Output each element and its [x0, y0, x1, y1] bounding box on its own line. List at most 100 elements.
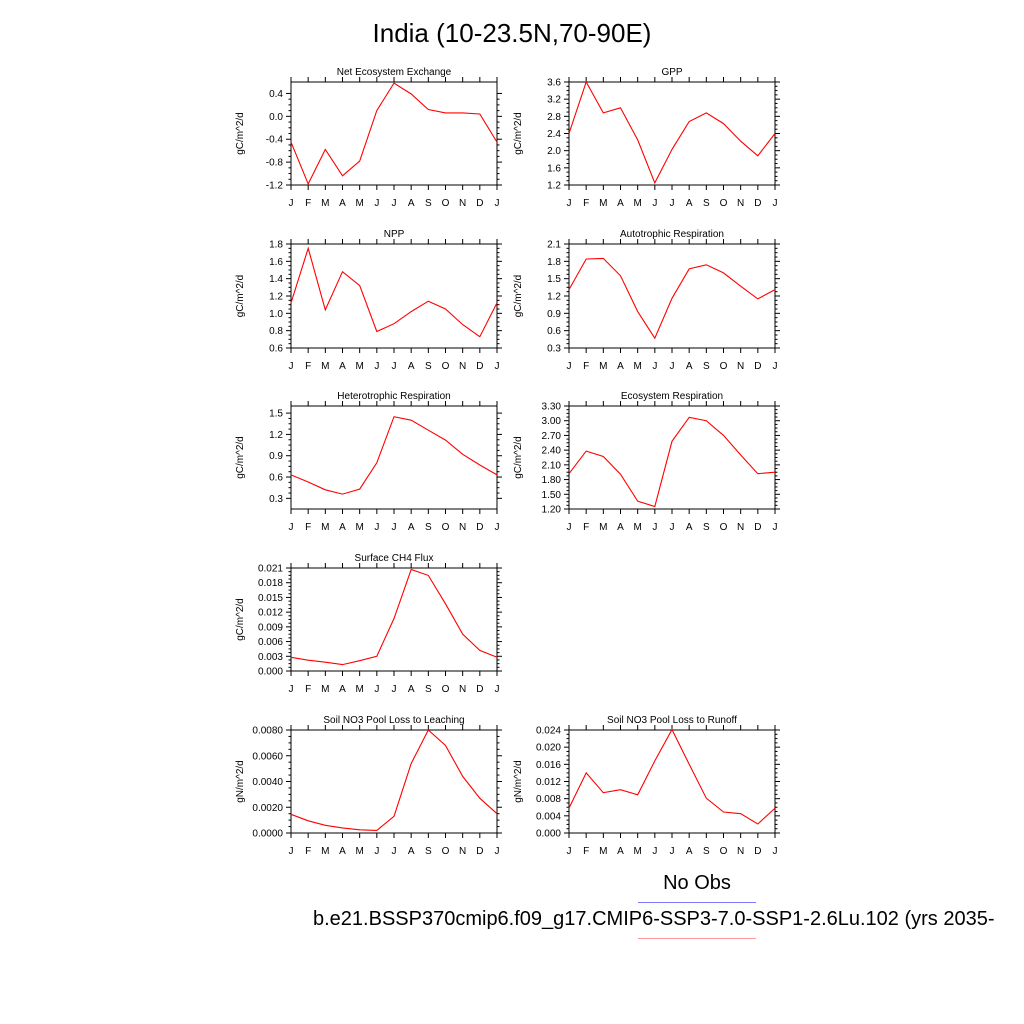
x-tick-label: J — [495, 684, 500, 695]
series-line — [568, 416, 776, 508]
x-tick-label: J — [567, 522, 572, 533]
chart-panel-1: Net Ecosystem Exchange gC/m^2/d -1.2 -0.8 -0… — [235, 67, 502, 209]
series-line — [568, 728, 776, 825]
x-tick-label: F — [305, 846, 311, 857]
x-tick-label: M — [355, 684, 363, 695]
plot-frame — [290, 81, 498, 186]
y-tick-label: 1.2 — [269, 292, 283, 303]
panel-title: Heterotrophic Respiration — [337, 391, 450, 402]
x-tick-label: J — [652, 361, 657, 372]
y-tick-label: 1.0 — [269, 309, 283, 320]
x-tick-label: J — [670, 846, 675, 857]
plot-frame — [290, 405, 498, 510]
x-tick-label: D — [476, 684, 483, 695]
x-tick-label: M — [321, 846, 329, 857]
x-tick-label: F — [305, 361, 311, 372]
y-tick-label: 1.6 — [269, 257, 283, 268]
x-tick-label: S — [703, 522, 710, 533]
chart-panel-8: Soil NO3 Pool Loss to Leaching gN/m^2/d 0.… — [235, 715, 502, 857]
x-tick-label: D — [754, 361, 761, 372]
x-tick-label: A — [408, 361, 415, 372]
panel-title: Soil NO3 Pool Loss to Runoff — [607, 715, 737, 726]
y-tick-label: 1.6 — [547, 163, 561, 174]
chart-panel-6: Ecosystem Respiration gC/m^2/d 1.20 1.50 1.8… — [513, 391, 780, 533]
legend-model-line — [638, 938, 756, 939]
series-line — [290, 568, 498, 666]
x-tick-label: D — [476, 846, 483, 857]
y-tick-label: 3.00 — [542, 416, 562, 427]
x-tick-label: J — [567, 198, 572, 209]
x-tick-label: S — [425, 198, 432, 209]
x-tick-label: A — [617, 361, 624, 372]
y-tick-label: 0.008 — [536, 794, 561, 805]
x-tick-label: O — [442, 361, 450, 372]
x-tick-label: J — [374, 361, 379, 372]
x-tick-label: A — [339, 522, 346, 533]
x-tick-label: M — [599, 198, 607, 209]
x-tick-label: O — [720, 522, 728, 533]
y-axis-label: gC/m^2/d — [513, 112, 524, 155]
y-tick-label: 0.6 — [269, 344, 283, 355]
panel-title: Surface CH4 Flux — [355, 553, 434, 564]
chart-panel-9: Soil NO3 Pool Loss to Runoff gN/m^2/d 0.00… — [513, 715, 780, 857]
y-axis-label: gC/m^2/d — [235, 275, 246, 318]
y-tick-label: 0.000 — [258, 667, 283, 678]
x-tick-label: D — [476, 522, 483, 533]
x-tick-label: J — [392, 198, 397, 209]
y-tick-label: 0.016 — [536, 760, 561, 771]
y-tick-label: 3.6 — [547, 78, 561, 89]
y-tick-label: 2.1 — [547, 240, 561, 251]
y-tick-label: -1.2 — [266, 181, 284, 192]
x-tick-label: D — [476, 198, 483, 209]
x-tick-label: A — [408, 684, 415, 695]
legend-obs-label: No Obs — [663, 872, 731, 894]
x-tick-label: J — [773, 522, 778, 533]
y-tick-label: 1.4 — [269, 274, 283, 285]
x-tick-label: M — [633, 361, 641, 372]
x-tick-label: O — [720, 846, 728, 857]
x-tick-label: F — [583, 846, 589, 857]
x-tick-label: J — [392, 522, 397, 533]
x-tick-label: A — [339, 684, 346, 695]
chart-panel-4: Autotrophic Respiration gC/m^2/d 0.3 0.6 0.9… — [513, 229, 780, 372]
panel-title: GPP — [661, 67, 682, 78]
x-tick-label: F — [583, 198, 589, 209]
y-tick-label: 1.5 — [269, 409, 283, 420]
x-tick-label: A — [686, 198, 693, 209]
x-tick-label: J — [670, 522, 675, 533]
x-tick-label: S — [703, 361, 710, 372]
y-tick-label: 1.50 — [542, 490, 562, 501]
x-tick-label: A — [408, 522, 415, 533]
y-tick-label: 1.8 — [269, 240, 283, 251]
panel-title: Net Ecosystem Exchange — [337, 67, 452, 78]
x-tick-label: J — [670, 198, 675, 209]
y-tick-label: 2.10 — [542, 460, 562, 471]
x-tick-label: M — [321, 198, 329, 209]
x-tick-label: J — [289, 198, 294, 209]
x-tick-label: M — [355, 846, 363, 857]
x-tick-label: J — [652, 522, 657, 533]
y-tick-label: 0.021 — [258, 564, 283, 575]
x-tick-label: J — [289, 522, 294, 533]
chart-panel-7: Surface CH4 Flux gC/m^2/d 0.000 0.003 0.006 0… — [235, 553, 502, 695]
x-tick-label: F — [305, 522, 311, 533]
x-tick-label: O — [442, 684, 450, 695]
x-tick-label: N — [459, 846, 466, 857]
y-axis-label: gN/m^2/d — [513, 760, 524, 803]
y-axis-label: gC/m^2/d — [235, 436, 246, 479]
x-tick-label: S — [703, 846, 710, 857]
plot-frame — [568, 729, 776, 834]
figure-title: India (10-23.5N,70-90E) — [372, 18, 652, 48]
panel-title: NPP — [384, 229, 405, 240]
x-tick-label: J — [495, 522, 500, 533]
y-tick-label: 2.4 — [547, 129, 561, 140]
y-tick-label: 0.004 — [536, 811, 561, 822]
x-tick-label: A — [339, 846, 346, 857]
y-tick-label: 2.40 — [542, 446, 562, 457]
chart-panel-5: Heterotrophic Respiration gC/m^2/d 0.3 0.6 0… — [235, 391, 502, 533]
y-tick-label: 0.0000 — [252, 829, 283, 840]
y-tick-label: 1.8 — [547, 257, 561, 268]
y-tick-label: 0.000 — [536, 829, 561, 840]
x-tick-label: A — [686, 361, 693, 372]
